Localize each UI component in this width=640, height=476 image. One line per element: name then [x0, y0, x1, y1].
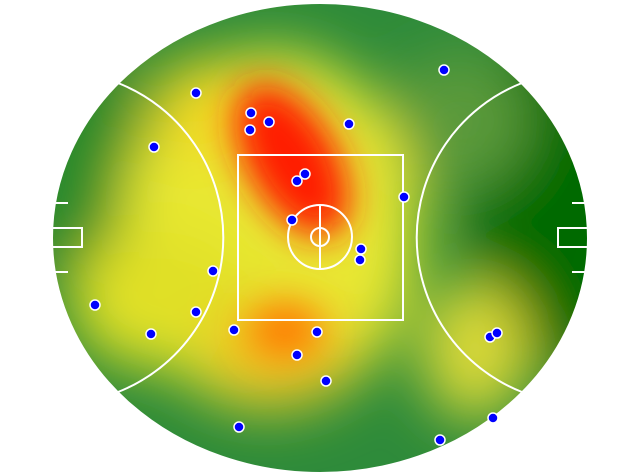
player-dot [190, 87, 202, 99]
heatmap [52, 3, 588, 473]
field-markings [51, 2, 589, 474]
player-dot [438, 64, 450, 76]
player-dot [354, 254, 366, 266]
player-dot [244, 124, 256, 136]
player-dot [286, 214, 298, 226]
player-dot [263, 116, 275, 128]
player-dot [291, 349, 303, 361]
player-dot [207, 265, 219, 277]
player-dot [311, 326, 323, 338]
player-dot [228, 324, 240, 336]
player-dot [148, 141, 160, 153]
player-dot [245, 107, 257, 119]
player-dot [398, 191, 410, 203]
player-dot [343, 118, 355, 130]
player-dot [145, 328, 157, 340]
player-dot [434, 434, 446, 446]
player-dot [491, 327, 503, 339]
player-dot [320, 375, 332, 387]
player-dot [487, 412, 499, 424]
player-dot [291, 175, 303, 187]
player-dot [355, 243, 367, 255]
player-dot [233, 421, 245, 433]
player-dot [89, 299, 101, 311]
player-dot [190, 306, 202, 318]
player-dot [299, 168, 311, 180]
